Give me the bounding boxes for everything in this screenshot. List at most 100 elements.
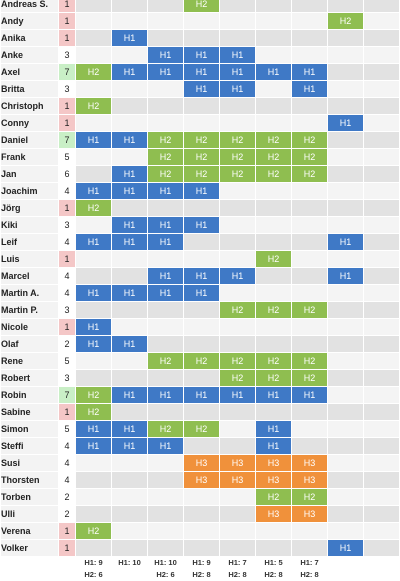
shift-cell[interactable] — [111, 352, 148, 370]
shift-count-cell[interactable]: 1 — [58, 0, 76, 13]
shift-count-cell[interactable]: 4 — [58, 267, 76, 285]
person-name-cell[interactable]: Martin P. — [0, 301, 59, 319]
person-name-cell[interactable]: Jan — [0, 165, 59, 183]
shift-cell[interactable]: H1 — [147, 267, 184, 285]
shift-cell[interactable] — [363, 165, 400, 183]
shift-cell[interactable] — [111, 0, 148, 13]
shift-cell[interactable] — [111, 250, 148, 268]
shift-cell[interactable] — [147, 199, 184, 217]
shift-cell[interactable] — [147, 488, 184, 506]
shift-cell[interactable]: H2 — [255, 301, 292, 319]
shift-count-cell[interactable]: 4 — [58, 454, 76, 472]
shift-cell[interactable]: H1 — [147, 233, 184, 251]
shift-cell[interactable]: H1 — [147, 437, 184, 455]
shift-cell[interactable] — [75, 216, 112, 234]
shift-cell[interactable]: H1 — [75, 318, 112, 336]
shift-cell[interactable] — [183, 539, 220, 557]
shift-cell[interactable]: H2 — [255, 369, 292, 387]
shift-cell[interactable] — [363, 284, 400, 302]
shift-cell[interactable]: H1 — [111, 284, 148, 302]
shift-cell[interactable] — [111, 369, 148, 387]
shift-count-cell[interactable]: 1 — [58, 29, 76, 47]
shift-cell[interactable] — [219, 12, 256, 30]
shift-cell[interactable]: H1 — [111, 420, 148, 438]
slot-total-cell[interactable]: H1: 7 — [291, 556, 328, 569]
person-name-cell[interactable]: Andy — [0, 12, 59, 30]
shift-count-cell[interactable]: 1 — [58, 250, 76, 268]
shift-cell[interactable]: H2 — [291, 352, 328, 370]
shift-cell[interactable] — [291, 284, 328, 302]
shift-cell[interactable] — [363, 267, 400, 285]
shift-cell[interactable]: H3 — [291, 471, 328, 489]
person-name-cell[interactable]: Torben — [0, 488, 59, 506]
shift-cell[interactable] — [255, 29, 292, 47]
shift-cell[interactable] — [183, 437, 220, 455]
shift-cell[interactable] — [147, 0, 184, 13]
shift-cell[interactable] — [291, 46, 328, 64]
shift-count-cell[interactable]: 1 — [58, 114, 76, 132]
shift-cell[interactable] — [219, 318, 256, 336]
shift-cell[interactable] — [183, 114, 220, 132]
shift-cell[interactable] — [183, 318, 220, 336]
shift-count-cell[interactable]: 5 — [58, 352, 76, 370]
shift-cell[interactable] — [327, 97, 364, 115]
shift-cell[interactable]: H1 — [111, 335, 148, 353]
shift-cell[interactable] — [327, 29, 364, 47]
shift-cell[interactable] — [327, 403, 364, 421]
shift-cell[interactable] — [219, 216, 256, 234]
shift-cell[interactable]: H3 — [183, 471, 220, 489]
shift-cell[interactable] — [111, 454, 148, 472]
shift-cell[interactable] — [363, 250, 400, 268]
shift-cell[interactable] — [255, 539, 292, 557]
person-name-cell[interactable]: Frank — [0, 148, 59, 166]
shift-cell[interactable]: H2 — [291, 301, 328, 319]
shift-cell[interactable] — [183, 505, 220, 523]
shift-cell[interactable] — [291, 420, 328, 438]
shift-cell[interactable] — [327, 131, 364, 149]
shift-cell[interactable] — [363, 505, 400, 523]
person-name-cell[interactable]: Thorsten — [0, 471, 59, 489]
person-name-cell[interactable]: Olaf — [0, 335, 59, 353]
shift-cell[interactable] — [111, 114, 148, 132]
shift-cell[interactable] — [183, 488, 220, 506]
shift-cell[interactable]: H3 — [291, 505, 328, 523]
person-name-cell[interactable]: Robin — [0, 386, 59, 404]
shift-cell[interactable] — [219, 199, 256, 217]
shift-cell[interactable] — [75, 369, 112, 387]
shift-cell[interactable] — [183, 199, 220, 217]
shift-cell[interactable] — [327, 335, 364, 353]
shift-count-cell[interactable]: 2 — [58, 335, 76, 353]
shift-cell[interactable] — [291, 250, 328, 268]
shift-cell[interactable] — [255, 182, 292, 200]
shift-cell[interactable]: H1 — [111, 386, 148, 404]
shift-cell[interactable]: H1 — [75, 335, 112, 353]
shift-cell[interactable] — [363, 63, 400, 81]
shift-cell[interactable] — [75, 29, 112, 47]
shift-cell[interactable] — [327, 216, 364, 234]
shift-cell[interactable] — [147, 369, 184, 387]
shift-cell[interactable] — [75, 0, 112, 13]
shift-cell[interactable] — [147, 114, 184, 132]
slot-total-cell[interactable] — [327, 556, 364, 569]
shift-count-cell[interactable]: 4 — [58, 437, 76, 455]
shift-cell[interactable] — [219, 97, 256, 115]
person-name-cell[interactable]: Jörg — [0, 199, 59, 217]
shift-cell[interactable]: H1 — [111, 63, 148, 81]
shift-cell[interactable]: H2 — [147, 165, 184, 183]
shift-cell[interactable]: H1 — [75, 437, 112, 455]
shift-cell[interactable] — [291, 29, 328, 47]
person-name-cell[interactable]: Andreas S. — [0, 0, 59, 13]
shift-cell[interactable] — [183, 522, 220, 540]
shift-cell[interactable]: H1 — [255, 63, 292, 81]
shift-cell[interactable] — [327, 386, 364, 404]
shift-cell[interactable]: H1 — [183, 386, 220, 404]
shift-cell[interactable]: H2 — [219, 148, 256, 166]
shift-cell[interactable] — [363, 148, 400, 166]
shift-count-cell[interactable]: 3 — [58, 301, 76, 319]
shift-cell[interactable]: H1 — [111, 182, 148, 200]
shift-cell[interactable]: H3 — [183, 454, 220, 472]
shift-cell[interactable] — [255, 267, 292, 285]
shift-cell[interactable]: H3 — [219, 471, 256, 489]
shift-cell[interactable] — [111, 539, 148, 557]
shift-cell[interactable] — [291, 522, 328, 540]
